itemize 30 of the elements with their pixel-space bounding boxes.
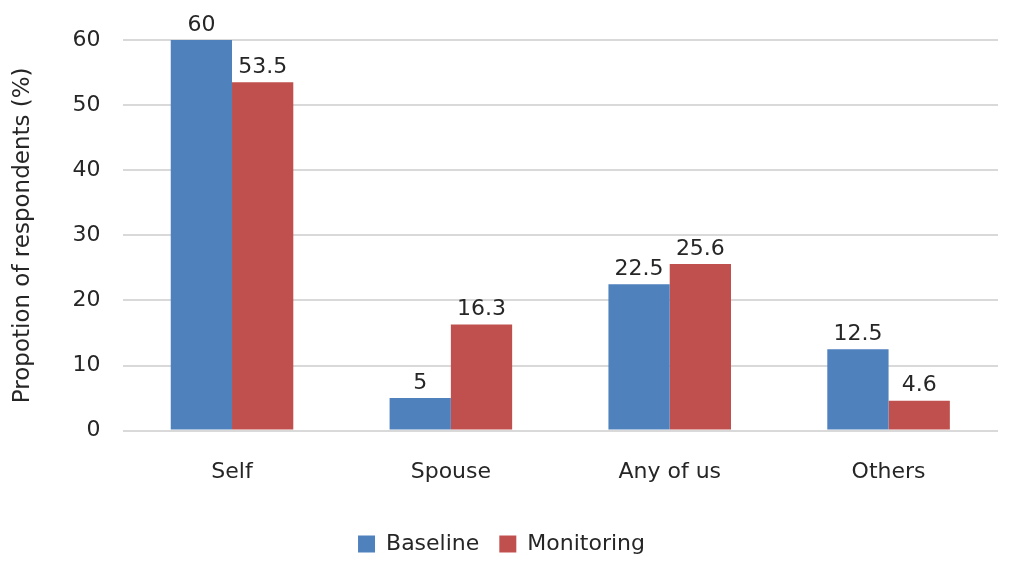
legend-label: Monitoring (527, 529, 645, 555)
legend-label: Baseline (386, 529, 480, 555)
bar (389, 398, 451, 430)
y-tick-label: 50 (72, 90, 101, 116)
x-tick-label: Self (211, 457, 254, 483)
bar (170, 40, 233, 430)
y-axis-title: Propotion of respondents (%) (7, 67, 34, 404)
bar (232, 82, 294, 430)
y-tick-label: 0 (86, 416, 101, 442)
x-tick-label: Others (851, 457, 926, 483)
data-label: 16.3 (457, 295, 506, 321)
bar (608, 284, 670, 430)
data-label: 60 (187, 10, 216, 36)
y-tick-label: 10 (72, 351, 101, 377)
y-tick-label: 40 (72, 155, 101, 181)
data-label: 5 (413, 368, 428, 394)
data-label: 25.6 (675, 234, 725, 260)
bar (669, 263, 731, 430)
bar (888, 400, 950, 430)
x-tick-label: Spouse (410, 457, 492, 483)
y-tick-label: 30 (72, 221, 101, 247)
y-tick-label: 60 (72, 25, 101, 51)
y-tick-label: 20 (72, 286, 101, 312)
x-tick-label: Any of us (618, 457, 722, 483)
data-label: 4.6 (901, 371, 937, 397)
bar (450, 324, 513, 430)
data-label: 12.5 (833, 319, 883, 345)
bar (827, 349, 889, 430)
data-label: 22.5 (614, 254, 664, 280)
data-label: 53.5 (238, 53, 288, 79)
